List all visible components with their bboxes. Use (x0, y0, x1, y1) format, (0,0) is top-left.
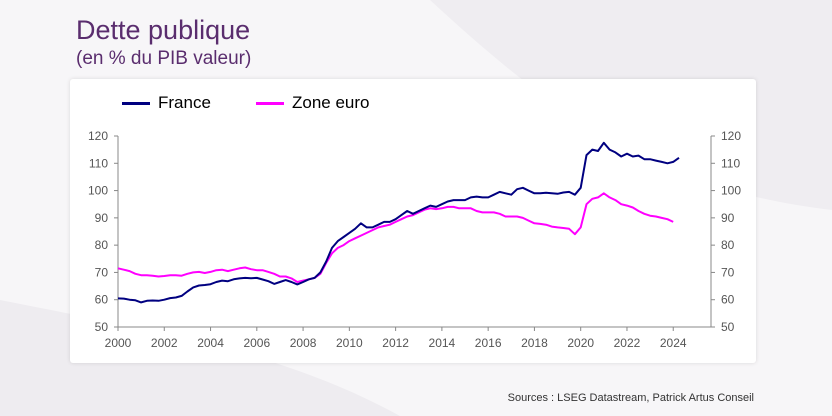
x-tick-label: 2010 (336, 336, 363, 350)
x-tick-label: 2006 (243, 336, 270, 350)
y-tick-label-right: 70 (721, 265, 735, 279)
y-tick-label-left: 120 (88, 129, 108, 143)
y-tick-label-right: 60 (721, 293, 735, 307)
legend-swatch-zone-euro (256, 101, 284, 105)
x-tick-label: 2002 (151, 336, 178, 350)
y-tick-label-right: 80 (721, 238, 735, 252)
legend-item-france: France (122, 93, 211, 113)
series-line-france (117, 141, 680, 304)
legend-label-france: France (158, 93, 211, 112)
y-tick-label-left: 100 (88, 184, 108, 198)
x-tick-label: 2008 (290, 336, 317, 350)
y-tick-label-left: 110 (89, 156, 108, 170)
source-note: Sources : LSEG Datastream, Patrick Artus… (507, 392, 754, 404)
x-tick-label: 2000 (105, 336, 132, 350)
y-tick-label-left: 50 (95, 320, 109, 334)
y-tick-label-right: 110 (721, 156, 740, 170)
chart-panel (70, 79, 756, 363)
series-line-zone-euro (117, 192, 674, 283)
x-tick-label: 2016 (475, 336, 502, 350)
y-tick-label-right: 120 (721, 129, 741, 143)
legend-label-zone-euro: Zone euro (292, 93, 370, 112)
x-tick-label: 2012 (382, 336, 409, 350)
y-tick-label-left: 90 (95, 211, 109, 225)
x-tick-label: 2024 (660, 336, 687, 350)
x-tick-label: 2018 (521, 336, 548, 350)
chart-title: Dette publique (76, 15, 251, 45)
legend-swatch-france (122, 101, 150, 105)
y-tick-label-left: 60 (95, 293, 109, 307)
y-tick-label-right: 100 (721, 184, 741, 198)
chart-subtitle: (en % du PIB valeur) (76, 48, 252, 69)
y-tick-label-right: 50 (721, 320, 735, 334)
x-tick-label: 2014 (429, 336, 456, 350)
y-tick-label-left: 70 (95, 265, 109, 279)
x-tick-label: 2022 (614, 336, 641, 350)
y-tick-label-left: 80 (95, 238, 109, 252)
x-tick-label: 2020 (567, 336, 594, 350)
legend-item-zone-euro: Zone euro (256, 93, 370, 113)
y-tick-label-right: 90 (721, 211, 735, 225)
x-tick-label: 2004 (197, 336, 224, 350)
